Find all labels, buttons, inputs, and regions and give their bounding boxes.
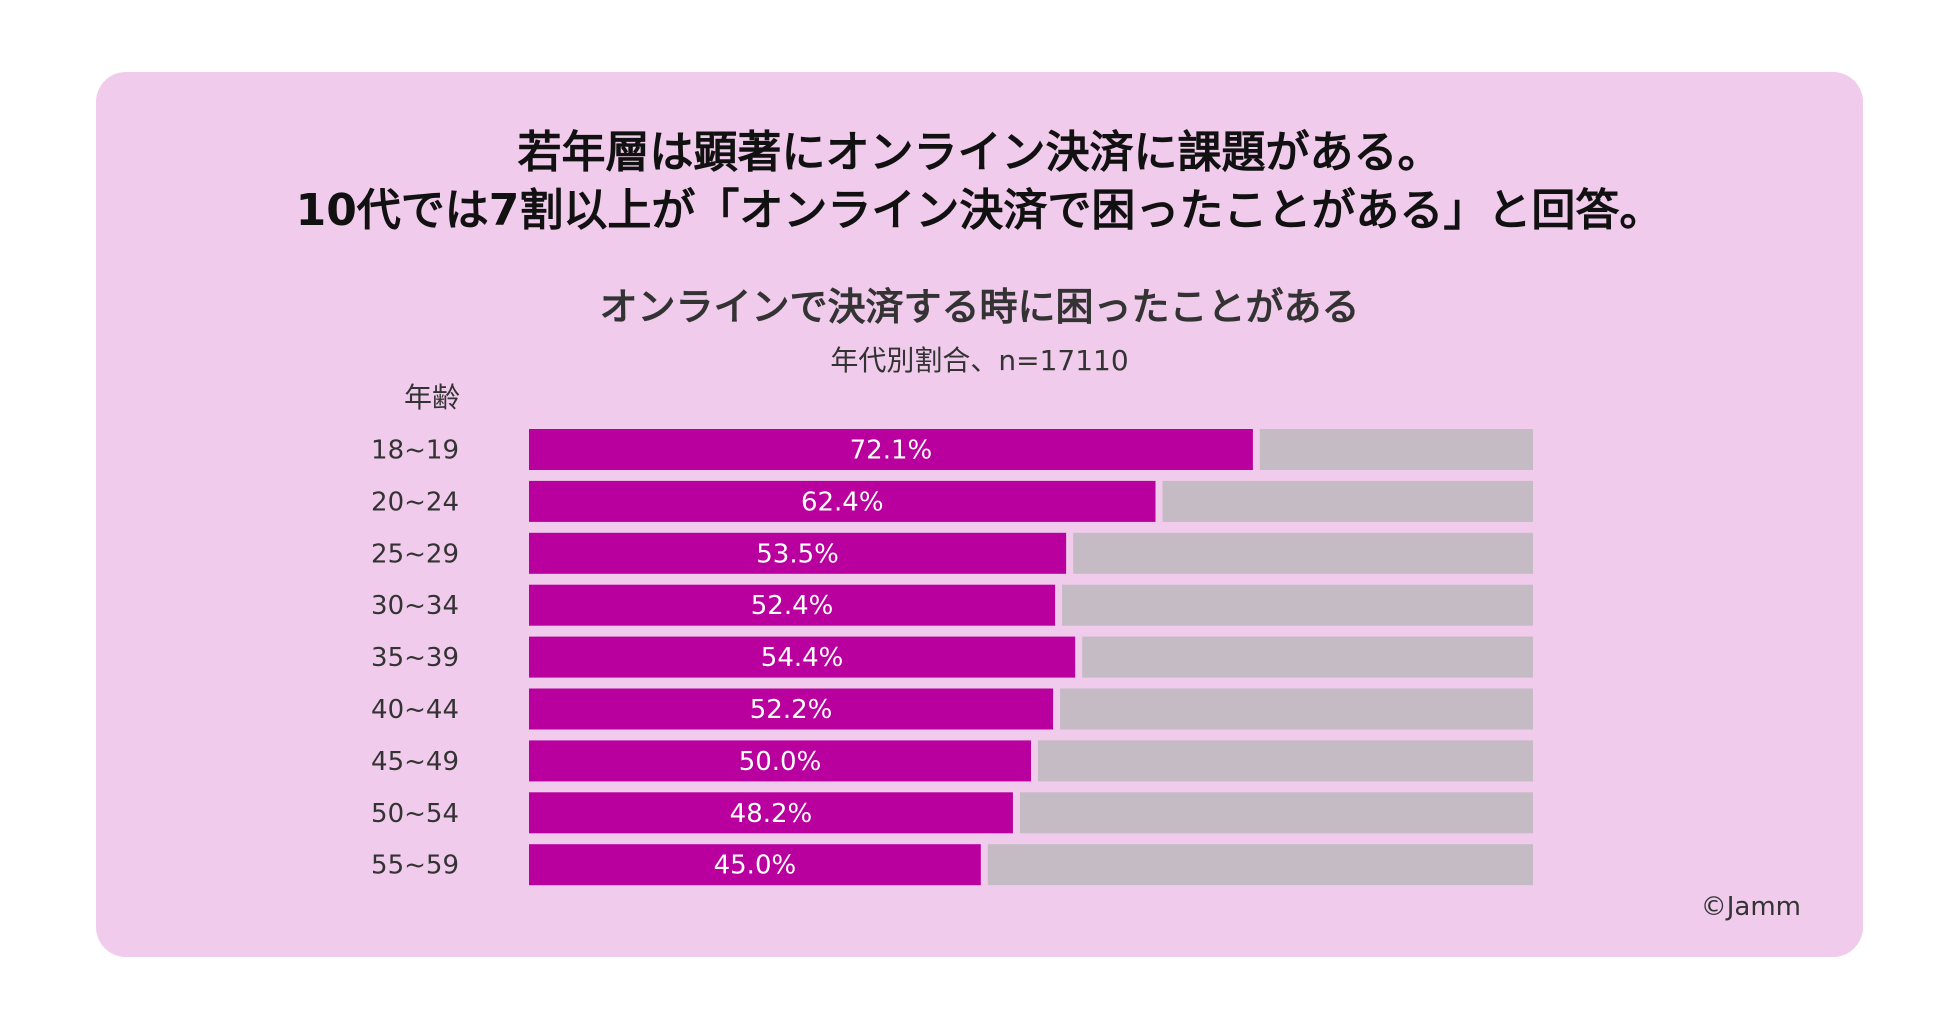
category-label-35~39: 35~39 [371,643,459,673]
bar-remainder-30~34 [1062,584,1533,626]
bar-remainder-55~59 [987,844,1533,886]
value-label-55~59: 45.0% [714,851,797,881]
category-label-40~44: 40~44 [371,695,459,725]
bar-remainder-20~24 [1162,480,1533,522]
bar-40~44 [529,688,1054,730]
bar-55~59 [529,844,981,886]
bar-30~34 [529,584,1056,626]
category-label-55~59: 55~59 [371,851,459,881]
headline-line-1: 若年層は顕著にオンライン決済に課題がある。 [517,127,1442,178]
chart-title: オンラインで決済する時に困ったことがある [599,285,1360,329]
category-label-50~54: 50~54 [371,799,459,829]
copyright-label: ©Jamm [1700,892,1801,922]
bar-remainder-35~39 [1082,636,1533,678]
category-label-20~24: 20~24 [371,487,459,517]
bar-25~29 [529,532,1067,574]
category-label-45~49: 45~49 [371,747,459,777]
value-label-20~24: 62.4% [801,487,884,517]
category-label-30~34: 30~34 [371,591,459,621]
value-label-30~34: 52.4% [751,591,834,621]
category-label-25~29: 25~29 [371,539,459,569]
bar-20~24 [529,480,1156,522]
value-label-45~49: 50.0% [739,747,822,777]
bar-45~49 [529,740,1031,782]
bar-remainder-45~49 [1038,740,1533,782]
bar-remainder-40~44 [1060,688,1533,730]
bar-35~39 [529,636,1076,678]
value-label-25~29: 53.5% [756,539,839,569]
headline-line-2: 10代では7割以上が「オンライン決済で困ったことがある」と回答。 [295,185,1664,236]
value-label-40~44: 52.2% [750,695,833,725]
value-label-50~54: 48.2% [730,799,813,829]
y-axis-title: 年齢 [403,381,460,414]
chart-subtitle: 年代別割合、n=17110 [830,344,1129,377]
bar-remainder-50~54 [1019,792,1533,834]
bar-50~54 [529,792,1013,834]
bar-18~19 [529,429,1253,470]
category-label-18~19: 18~19 [371,436,459,466]
value-label-35~39: 54.4% [761,643,844,673]
value-label-18~19: 72.1% [850,436,933,466]
chart-card: 若年層は顕著にオンライン決済に課題がある。 10代では7割以上が「オンライン決済… [96,72,1863,957]
bar-chart: 72.1% 18~19 62.4% 20~24 53.5% 25~29 52.4% 30~34… [371,429,1533,886]
bar-remainder-25~29 [1073,532,1533,574]
bar-remainder-18~19 [1259,429,1533,470]
